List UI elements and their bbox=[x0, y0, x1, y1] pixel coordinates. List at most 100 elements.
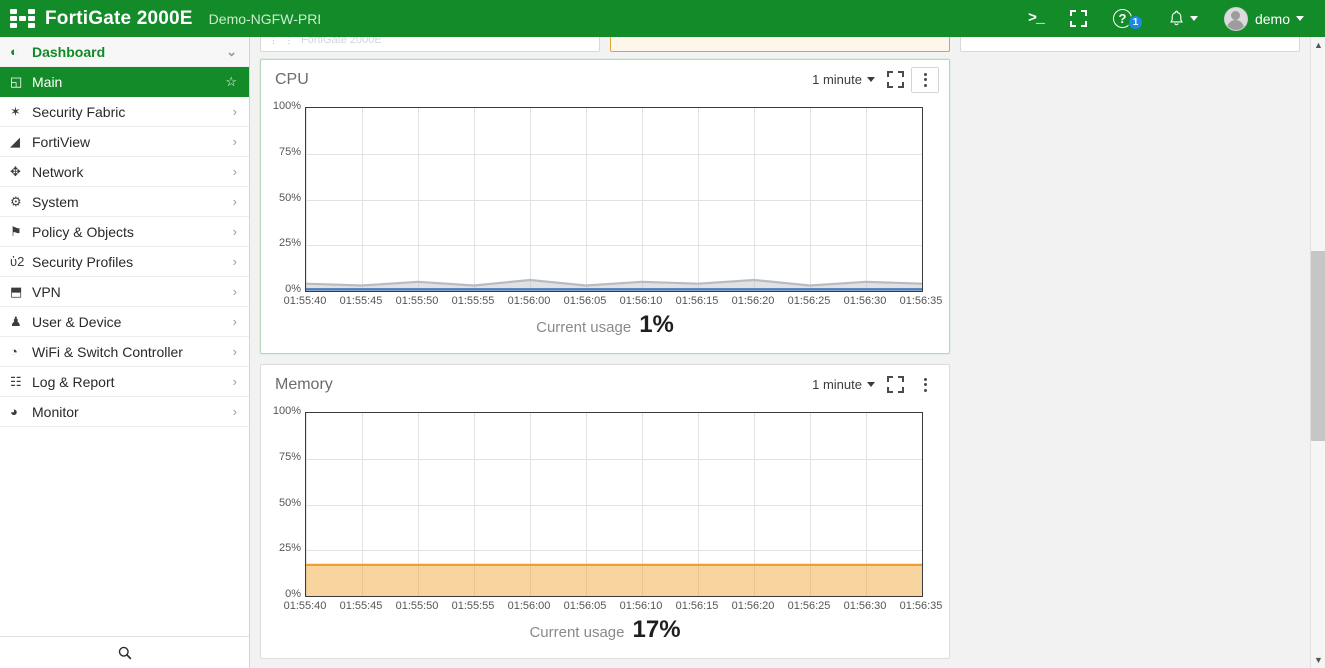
x-axis-tick-label: 01:56:30 bbox=[843, 295, 887, 307]
cpu-widget-title: CPU bbox=[275, 70, 309, 88]
chevron-down-icon bbox=[867, 77, 875, 82]
gridline-v bbox=[362, 413, 363, 596]
gridline-v bbox=[474, 108, 475, 291]
gridline-v bbox=[530, 108, 531, 291]
chevron-right-icon: › bbox=[232, 224, 237, 239]
gridline-v bbox=[642, 108, 643, 291]
chevron-right-icon: › bbox=[232, 194, 237, 209]
chevron-right-icon: › bbox=[232, 374, 237, 389]
favorite-star-icon[interactable]: ☆ bbox=[225, 73, 237, 89]
y-axis-tick-label: 0% bbox=[285, 588, 301, 600]
x-axis-tick-label: 01:55:45 bbox=[339, 295, 383, 307]
brand-block: FortiGate 2000E Demo-NGFW-PRI bbox=[0, 8, 321, 30]
sidebar-search-button[interactable] bbox=[0, 636, 249, 668]
gridline-h bbox=[306, 458, 922, 460]
chevron-down-icon bbox=[867, 382, 875, 387]
vertical-scrollbar[interactable]: ▲ ▼ bbox=[1310, 37, 1325, 668]
scroll-down-arrow[interactable]: ▼ bbox=[1314, 655, 1323, 665]
sidebar-item-label: Security Profiles bbox=[32, 253, 134, 270]
chevron-right-icon: › bbox=[232, 254, 237, 269]
sidebar-item-user-device[interactable]: ♟ User & Device › bbox=[0, 307, 249, 337]
chevron-right-icon: › bbox=[232, 104, 237, 119]
sidebar-item-policy-objects[interactable]: ⚑ Policy & Objects › bbox=[0, 217, 249, 247]
memory-plot-area bbox=[305, 412, 923, 597]
gridline-v bbox=[586, 413, 587, 596]
x-axis-tick-label: 01:56:30 bbox=[843, 600, 887, 612]
sidebar-item-fortiview[interactable]: ◢ FortiView › bbox=[0, 127, 249, 157]
gridline-h bbox=[306, 199, 922, 201]
cpu-period-label: 1 minute bbox=[812, 72, 862, 87]
y-axis-tick-label: 100% bbox=[272, 100, 301, 112]
x-axis-tick-label: 01:55:50 bbox=[395, 600, 439, 612]
sidebar-item-log-report[interactable]: ☷ Log & Report › bbox=[0, 367, 249, 397]
sidebar-item-system[interactable]: ⚙ System › bbox=[0, 187, 249, 217]
sidebar-item-main[interactable]: ◱ Main ☆ bbox=[0, 67, 249, 97]
clipped-widget-2[interactable] bbox=[610, 37, 950, 52]
memory-more-options-button[interactable] bbox=[911, 372, 939, 398]
monitor-icon: ⬒ bbox=[10, 283, 23, 299]
sidebar-item-label: Log & Report bbox=[32, 373, 115, 390]
network-icon: ✥ bbox=[10, 163, 21, 179]
x-axis-tick-label: 01:56:10 bbox=[619, 295, 663, 307]
chevron-right-icon: › bbox=[232, 134, 237, 149]
x-axis-tick-label: 01:55:55 bbox=[451, 295, 495, 307]
fullscreen-button[interactable] bbox=[1059, 0, 1098, 37]
cpu-fullscreen-button[interactable] bbox=[881, 67, 909, 93]
sidebar-item-network[interactable]: ✥ Network › bbox=[0, 157, 249, 187]
sidebar-item-label: FortiView bbox=[32, 133, 91, 150]
memory-period-label: 1 minute bbox=[812, 377, 862, 392]
terminal-icon: >_ bbox=[1027, 10, 1045, 27]
more-options-icon bbox=[923, 72, 927, 87]
gridline-v bbox=[810, 413, 811, 596]
gridline-v bbox=[810, 108, 811, 291]
dashboard-content: ⋮ ⋮ FortiGate 2000E CPU 1 minute bbox=[250, 37, 1312, 668]
terminal-button[interactable]: >_ bbox=[1017, 0, 1055, 37]
x-axis-tick-label: 01:55:40 bbox=[283, 295, 327, 307]
help-badge: 1 bbox=[1127, 14, 1143, 30]
x-axis-tick-label: 01:56:15 bbox=[675, 295, 719, 307]
x-axis-tick-label: 01:56:15 bbox=[675, 600, 719, 612]
x-axis-tick-label: 01:56:25 bbox=[787, 295, 831, 307]
sidebar-item-label: Monitor bbox=[32, 403, 79, 420]
pie-chart-icon: ◕ bbox=[10, 404, 18, 419]
x-axis-tick-label: 01:56:20 bbox=[731, 295, 775, 307]
header-actions: >_ ? 1 demo bbox=[1017, 0, 1325, 37]
memory-period-dropdown[interactable]: 1 minute bbox=[808, 374, 879, 395]
cpu-widget[interactable]: CPU 1 minute 100% 75% 50% 25% 0% 01:55:4 bbox=[260, 59, 950, 354]
clipped-widget-3[interactable] bbox=[960, 37, 1300, 52]
user-menu-button[interactable]: demo bbox=[1213, 0, 1315, 37]
cpu-chart-series bbox=[306, 278, 922, 291]
gridline-v bbox=[418, 108, 419, 291]
gear-icon: ⚙ bbox=[10, 193, 22, 209]
sidebar-item-label: Main bbox=[32, 73, 63, 90]
sidebar-item-vpn[interactable]: ⬒ VPN › bbox=[0, 277, 249, 307]
gridline-v bbox=[698, 413, 699, 596]
gridline-v bbox=[754, 108, 755, 291]
scroll-up-arrow[interactable]: ▲ bbox=[1314, 40, 1323, 50]
gridline-v bbox=[474, 413, 475, 596]
clipped-widget-1[interactable]: ⋮ ⋮ FortiGate 2000E bbox=[260, 37, 600, 52]
notifications-button[interactable] bbox=[1158, 0, 1209, 37]
help-button[interactable]: ? 1 bbox=[1102, 0, 1154, 37]
sidebar-item-wifi-switch-controller[interactable]: ◔ WiFi & Switch Controller › bbox=[0, 337, 249, 367]
more-options-icon bbox=[923, 377, 927, 392]
dashboard-icon: ◐ bbox=[10, 44, 18, 59]
memory-widget-tools: 1 minute bbox=[808, 372, 939, 398]
cpu-widget-tools: 1 minute bbox=[808, 66, 939, 93]
scrollbar-thumb[interactable] bbox=[1311, 251, 1325, 441]
sidebar-item-dashboard[interactable]: ◐ Dashboard ⌄ bbox=[0, 37, 249, 67]
chevron-down-icon bbox=[1189, 16, 1198, 21]
x-axis-tick-label: 01:56:05 bbox=[563, 295, 607, 307]
cpu-period-dropdown[interactable]: 1 minute bbox=[808, 69, 879, 90]
memory-usage-label: Current usage bbox=[529, 624, 625, 641]
sidebar-item-monitor[interactable]: ◕ Monitor › bbox=[0, 397, 249, 427]
x-axis-tick-label: 01:56:00 bbox=[507, 295, 551, 307]
memory-chart: 100% 75% 50% 25% 0% 01:55:40 01:55:45 01:55:50… bbox=[261, 404, 949, 614]
sidebar-item-security-fabric[interactable]: ✶ Security Fabric › bbox=[0, 97, 249, 127]
y-axis-tick-label: 100% bbox=[272, 405, 301, 417]
memory-fullscreen-button[interactable] bbox=[881, 372, 909, 398]
cpu-more-options-button[interactable] bbox=[911, 66, 939, 93]
memory-widget[interactable]: Memory 1 minute 100% 75% 50% 25% 0% 01:5 bbox=[260, 364, 950, 659]
gridline-v bbox=[642, 413, 643, 596]
sidebar-item-security-profiles[interactable]: ὑ2 Security Profiles › bbox=[0, 247, 249, 277]
